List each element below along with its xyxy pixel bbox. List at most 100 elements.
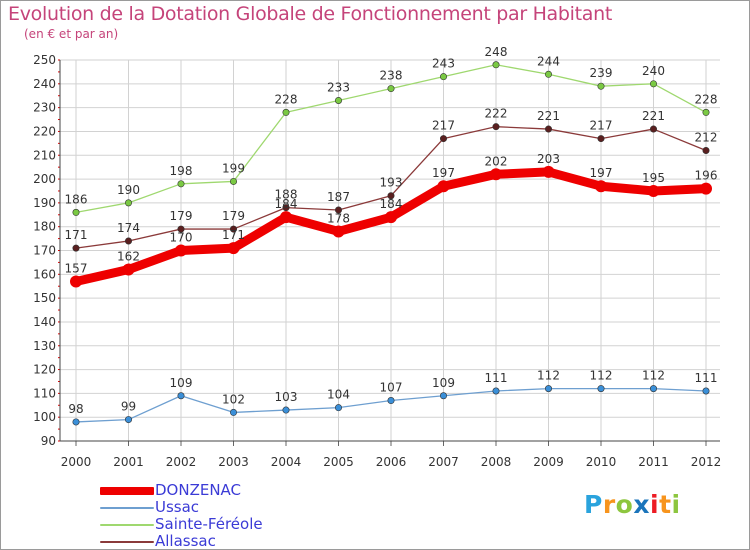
data-point-allassac bbox=[702, 146, 710, 154]
y-tick-label: 230 bbox=[33, 101, 56, 115]
data-label-donzenac: 162 bbox=[117, 250, 140, 264]
y-minor-tick bbox=[58, 190, 60, 192]
data-point-sainte-f-r-ole bbox=[702, 108, 710, 116]
data-point-donzenac bbox=[385, 211, 397, 224]
x-tick-label: 2002 bbox=[166, 455, 197, 469]
y-minor-tick bbox=[58, 345, 60, 347]
data-label-ussac: 103 bbox=[275, 390, 298, 404]
data-label-donzenac: 171 bbox=[222, 228, 245, 242]
y-minor-tick bbox=[58, 238, 60, 240]
y-minor-tick bbox=[58, 142, 60, 144]
data-point-allassac bbox=[334, 206, 342, 214]
y-minor-tick bbox=[58, 380, 60, 382]
data-label-ussac: 112 bbox=[590, 369, 613, 383]
y-minor-tick bbox=[58, 178, 60, 180]
data-label-donzenac: 184 bbox=[380, 197, 403, 211]
y-tick-label: 200 bbox=[33, 172, 56, 186]
logo-letter: r bbox=[602, 490, 616, 519]
y-tick-label: 140 bbox=[33, 315, 56, 329]
data-label-allassac: 179 bbox=[222, 209, 245, 223]
data-label-donzenac: 197 bbox=[590, 166, 613, 180]
data-point-ussac bbox=[177, 392, 185, 400]
data-point-allassac bbox=[492, 123, 500, 131]
data-point-donzenac bbox=[70, 275, 82, 288]
y-minor-tick bbox=[58, 83, 60, 85]
data-point-sainte-f-r-ole bbox=[125, 199, 133, 207]
y-minor-tick bbox=[58, 130, 60, 132]
y-tick-label: 160 bbox=[33, 267, 56, 281]
data-label-ussac: 102 bbox=[222, 392, 245, 406]
x-tick-label: 2009 bbox=[533, 455, 564, 469]
y-minor-tick bbox=[58, 285, 60, 287]
data-point-ussac bbox=[597, 385, 605, 393]
data-label-allassac: 193 bbox=[380, 176, 403, 190]
data-label-sainte-f-r-ole: 190 bbox=[117, 183, 140, 197]
chart-subtitle: (en € et par an) bbox=[24, 27, 119, 41]
data-point-ussac bbox=[702, 387, 710, 395]
y-tick-label: 240 bbox=[33, 77, 56, 91]
y-minor-tick bbox=[58, 392, 60, 394]
x-tick-label: 2010 bbox=[586, 455, 617, 469]
y-tick-label: 190 bbox=[33, 196, 56, 210]
x-tick-label: 2011 bbox=[638, 455, 669, 469]
logo-letter: t bbox=[659, 490, 672, 519]
y-minor-tick bbox=[58, 107, 60, 109]
x-tick-label: 2000 bbox=[61, 455, 92, 469]
data-label-ussac: 111 bbox=[695, 371, 718, 385]
data-point-sainte-f-r-ole bbox=[544, 70, 552, 78]
data-point-donzenac bbox=[175, 244, 187, 257]
data-label-ussac: 98 bbox=[68, 402, 83, 416]
data-label-ussac: 112 bbox=[537, 369, 560, 383]
y-minor-tick bbox=[58, 357, 60, 359]
data-label-ussac: 104 bbox=[327, 388, 350, 402]
data-label-ussac: 109 bbox=[170, 376, 193, 390]
data-label-allassac: 187 bbox=[327, 190, 350, 204]
data-label-sainte-f-r-ole: 243 bbox=[432, 57, 455, 71]
y-tick-label: 120 bbox=[33, 363, 56, 377]
y-minor-tick bbox=[58, 369, 60, 371]
data-label-donzenac: 157 bbox=[65, 261, 88, 275]
logo-letter: x bbox=[633, 490, 650, 519]
data-label-sainte-f-r-ole: 228 bbox=[695, 92, 718, 106]
y-minor-tick bbox=[58, 71, 60, 73]
data-point-donzenac bbox=[122, 263, 135, 276]
y-tick-label: 110 bbox=[33, 386, 56, 400]
data-label-sainte-f-r-ole: 248 bbox=[485, 45, 508, 59]
data-point-sainte-f-r-ole bbox=[177, 180, 185, 188]
data-point-donzenac bbox=[542, 165, 555, 178]
y-minor-tick bbox=[58, 404, 60, 406]
y-tick-label: 210 bbox=[33, 148, 56, 162]
data-point-donzenac bbox=[332, 225, 345, 238]
data-point-sainte-f-r-ole bbox=[230, 177, 238, 185]
proxiti-logo: Proxiti bbox=[584, 490, 681, 519]
x-tick-label: 2004 bbox=[271, 455, 302, 469]
data-label-donzenac: 196 bbox=[695, 169, 718, 183]
chart-title: Evolution de la Dotation Globale de Fonc… bbox=[8, 3, 613, 25]
legend-swatch-sainte-fereole bbox=[100, 524, 154, 526]
data-label-allassac: 171 bbox=[65, 228, 88, 242]
x-tick-label: 2001 bbox=[113, 455, 144, 469]
y-tick-label: 130 bbox=[33, 339, 56, 353]
data-point-ussac bbox=[439, 392, 447, 400]
y-minor-tick bbox=[58, 226, 60, 228]
y-minor-tick bbox=[58, 119, 60, 121]
y-tick-label: 170 bbox=[33, 244, 56, 258]
data-point-donzenac bbox=[700, 182, 712, 195]
data-point-allassac bbox=[544, 125, 552, 133]
data-label-allassac: 174 bbox=[117, 221, 140, 235]
data-point-sainte-f-r-ole bbox=[334, 96, 342, 104]
data-label-sainte-f-r-ole: 233 bbox=[327, 80, 350, 94]
data-label-sainte-f-r-ole: 240 bbox=[642, 64, 665, 78]
y-minor-tick bbox=[58, 297, 60, 299]
data-point-donzenac bbox=[490, 168, 502, 181]
y-minor-tick bbox=[58, 59, 60, 61]
data-label-sainte-f-r-ole: 239 bbox=[590, 66, 613, 80]
data-label-sainte-f-r-ole: 186 bbox=[65, 192, 88, 206]
data-point-allassac bbox=[230, 225, 238, 233]
y-minor-tick bbox=[58, 261, 60, 263]
data-label-allassac: 221 bbox=[642, 109, 665, 123]
data-point-allassac bbox=[72, 244, 80, 252]
logo-letter: i bbox=[650, 490, 660, 519]
data-point-allassac bbox=[439, 135, 447, 143]
